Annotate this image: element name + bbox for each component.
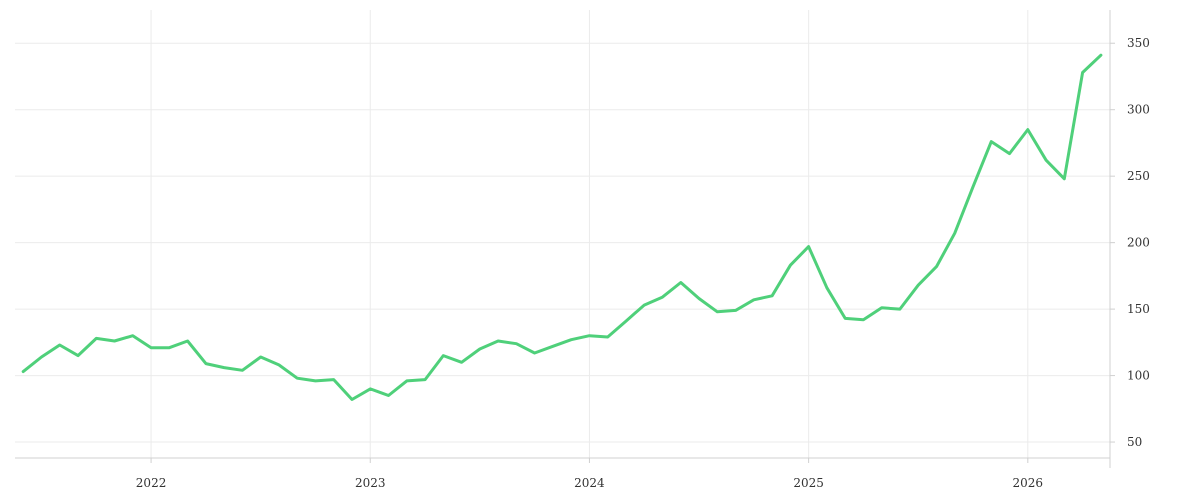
series-line-0 [21,53,1103,401]
axes [15,10,1115,468]
y-tick-label: 200 [1127,236,1150,250]
x-tick-label: 2024 [574,476,605,490]
x-tick-label: 2022 [136,476,167,490]
x-tick-label: 2026 [1013,476,1044,490]
y-tick-label: 100 [1127,369,1150,383]
x-tick-label: 2023 [355,476,386,490]
y-tick-label: 250 [1127,169,1150,183]
y-axis-ticks: 50 100 150 200 250 300 350 [1127,36,1150,449]
x-tick-label: 2025 [793,476,824,490]
x-axis-ticks: 2022 2023 2024 2025 2026 [136,476,1043,490]
y-tick-label: 50 [1127,435,1142,449]
y-tick-label: 350 [1127,36,1150,50]
series-layer [21,53,1103,401]
y-tick-label: 150 [1127,302,1150,316]
y-tick-label: 300 [1127,103,1150,117]
grid [15,10,1110,458]
